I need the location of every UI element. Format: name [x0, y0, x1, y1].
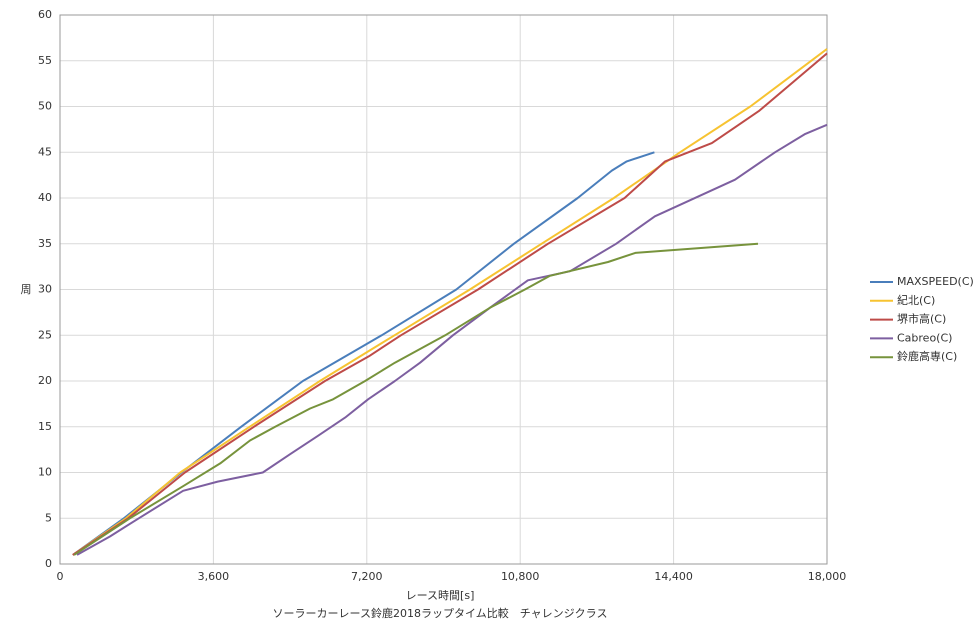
x-tick-label: 10,800: [501, 570, 540, 583]
series-line: [76, 123, 828, 556]
x-tick-label: 3,600: [198, 570, 230, 583]
y-axis-label: 周: [21, 283, 32, 296]
y-tick-label: 25: [38, 328, 52, 341]
y-tick-label: 10: [38, 466, 52, 479]
series-line: [73, 242, 759, 556]
x-tick-label: 18,000: [808, 570, 847, 583]
chart-title: ソーラーカーレース鈴鹿2018ラップタイム比較 チャレンジクラス: [273, 606, 608, 620]
x-axis-label: レース時間[s]: [406, 589, 475, 602]
series-line: [72, 52, 828, 556]
y-tick-label: 35: [38, 237, 52, 250]
legend-label: 紀北(C): [897, 294, 935, 307]
y-tick-label: 50: [38, 100, 52, 113]
legend-label: MAXSPEED(C): [897, 275, 974, 288]
y-tick-label: 5: [45, 511, 52, 524]
x-tick-label: 14,400: [654, 570, 693, 583]
legend-label: 鈴鹿高専(C): [897, 349, 957, 363]
y-tick-label: 30: [38, 283, 52, 296]
y-tick-label: 60: [38, 8, 52, 21]
x-tick-label: 0: [57, 570, 64, 583]
y-tick-label: 45: [38, 145, 52, 158]
y-tick-label: 15: [38, 420, 52, 433]
y-tick-label: 20: [38, 374, 52, 387]
legend-label: 堺市高(C): [897, 312, 946, 326]
x-tick-label: 7,200: [351, 570, 383, 583]
plot-border: [59, 14, 828, 565]
y-tick-label: 55: [38, 54, 52, 67]
legend-label: Cabreo(C): [897, 331, 952, 344]
y-tick-label: 40: [38, 191, 52, 204]
series-line: [72, 48, 828, 556]
y-tick-label: 0: [45, 557, 52, 570]
